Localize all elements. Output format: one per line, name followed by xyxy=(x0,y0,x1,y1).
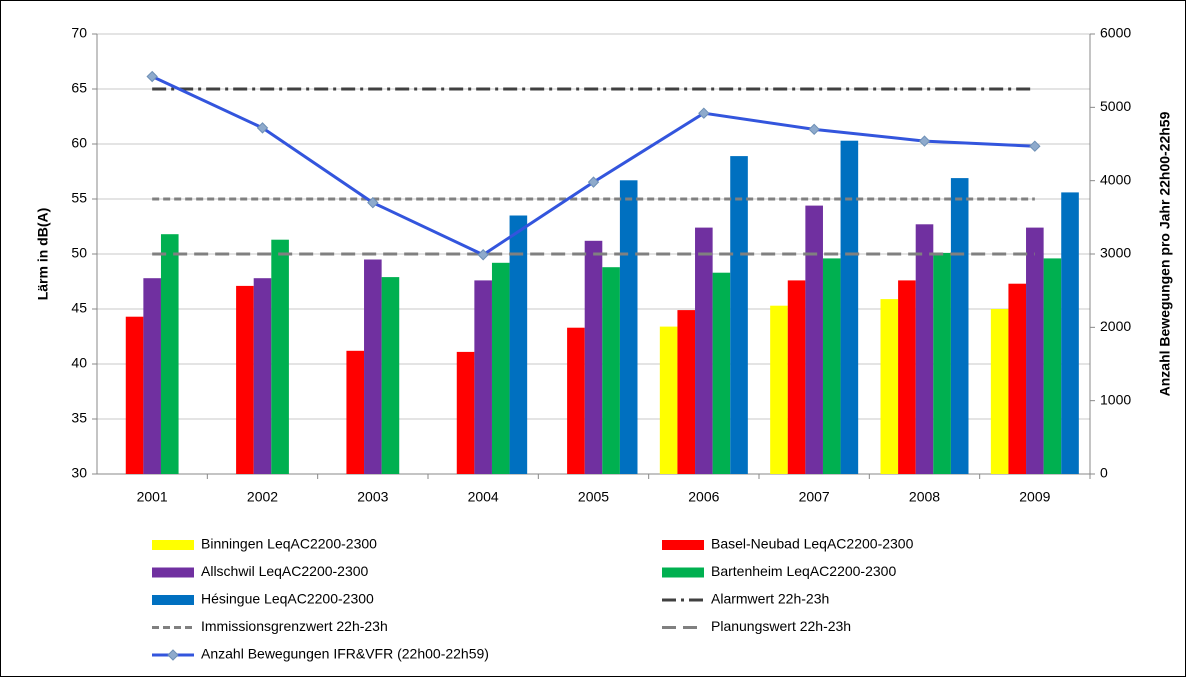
legend-label: Bartenheim LeqAC2200-2300 xyxy=(711,563,896,579)
legend-marker xyxy=(167,649,179,661)
y-tick-label: 60 xyxy=(71,135,87,151)
line-marker xyxy=(1029,140,1041,152)
bar xyxy=(880,299,899,474)
line-marker xyxy=(367,196,379,209)
bar xyxy=(509,215,528,474)
bar xyxy=(933,252,951,474)
bar xyxy=(730,156,748,474)
y-tick-label: 55 xyxy=(71,190,87,206)
x-tick-label: 2003 xyxy=(357,489,388,505)
y-tick-label: 40 xyxy=(71,355,87,371)
y2-tick-label: 0 xyxy=(1100,465,1108,481)
line-marker xyxy=(698,107,710,119)
y2-tick-label: 5000 xyxy=(1100,98,1131,114)
legend-swatch xyxy=(152,567,194,578)
bar xyxy=(822,258,841,474)
line-marker xyxy=(808,123,820,136)
bar xyxy=(990,309,1009,474)
legend-label: Binningen LeqAC2200-2300 xyxy=(201,536,377,552)
legend-swatch xyxy=(152,595,194,605)
y2-tick-label: 4000 xyxy=(1100,171,1131,187)
y2-tick-label: 3000 xyxy=(1100,245,1131,261)
bar xyxy=(236,285,254,474)
legend-label: Alarmwert 22h-23h xyxy=(711,591,829,607)
x-tick-label: 2004 xyxy=(468,489,499,505)
bar xyxy=(915,224,934,474)
bar xyxy=(567,327,585,474)
y2-tick-label: 1000 xyxy=(1100,391,1131,407)
y-tick-label: 35 xyxy=(71,410,87,426)
y-tick-label: 45 xyxy=(71,300,87,316)
line-marker xyxy=(146,70,158,83)
bar xyxy=(677,310,696,474)
legend-label: Hésingue LeqAC2200-2300 xyxy=(201,591,374,607)
y-tick-label: 70 xyxy=(71,25,87,41)
bar xyxy=(271,239,289,474)
line-marker xyxy=(256,122,269,134)
legend-label: Immissionsgrenzwert 22h-23h xyxy=(201,618,388,634)
bar xyxy=(770,305,788,474)
x-tick-label: 2005 xyxy=(578,489,609,505)
bar xyxy=(1061,192,1079,474)
bar xyxy=(898,280,916,474)
x-tick-label: 2001 xyxy=(137,489,168,505)
y2-tick-label: 2000 xyxy=(1100,318,1131,334)
legend-swatch xyxy=(662,540,704,550)
bar xyxy=(619,180,638,475)
legend-label: Basel-Neubad LeqAC2200-2300 xyxy=(711,536,914,552)
bar xyxy=(474,280,492,474)
x-tick-label: 2007 xyxy=(799,489,830,505)
line-marker xyxy=(918,135,931,147)
bar xyxy=(787,280,806,474)
bar xyxy=(143,278,161,474)
bar xyxy=(456,351,475,474)
bar xyxy=(805,205,823,474)
bar xyxy=(602,267,620,474)
y2-tick-label: 6000 xyxy=(1100,25,1131,41)
bar xyxy=(584,240,603,474)
y-axis-label: Lärm in dB(A) xyxy=(35,208,51,301)
bar xyxy=(491,262,510,474)
line-marker xyxy=(587,176,600,188)
y-tick-label: 50 xyxy=(71,245,87,261)
bar xyxy=(253,278,272,474)
bar xyxy=(950,178,969,474)
bar xyxy=(659,326,678,474)
y2-axis-label: Anzahl Bewegungen pro Jahr 22h00-22h59 xyxy=(1157,111,1173,396)
bar xyxy=(1043,258,1062,474)
x-tick-label: 2008 xyxy=(909,489,940,505)
legend-swatch xyxy=(152,540,194,550)
x-tick-label: 2009 xyxy=(1019,489,1050,505)
x-tick-label: 2006 xyxy=(688,489,719,505)
bar xyxy=(695,227,713,474)
bar xyxy=(1026,227,1044,474)
bar xyxy=(1008,283,1027,474)
bar xyxy=(364,259,382,474)
bar xyxy=(381,277,400,474)
bar xyxy=(712,272,731,474)
y-tick-label: 65 xyxy=(71,80,87,96)
legend-label: Allschwil LeqAC2200-2300 xyxy=(201,563,369,579)
bar xyxy=(125,316,144,474)
line-marker xyxy=(477,249,489,261)
bar xyxy=(346,350,365,474)
x-tick-label: 2002 xyxy=(247,489,278,505)
legend-swatch xyxy=(662,567,704,578)
y-tick-label: 30 xyxy=(71,465,87,481)
bar xyxy=(840,140,859,474)
bar xyxy=(160,234,179,474)
legend-label: Planungswert 22h-23h xyxy=(711,618,851,634)
legend-label: Anzahl Bewegungen IFR&VFR (22h00-22h59) xyxy=(201,646,489,662)
